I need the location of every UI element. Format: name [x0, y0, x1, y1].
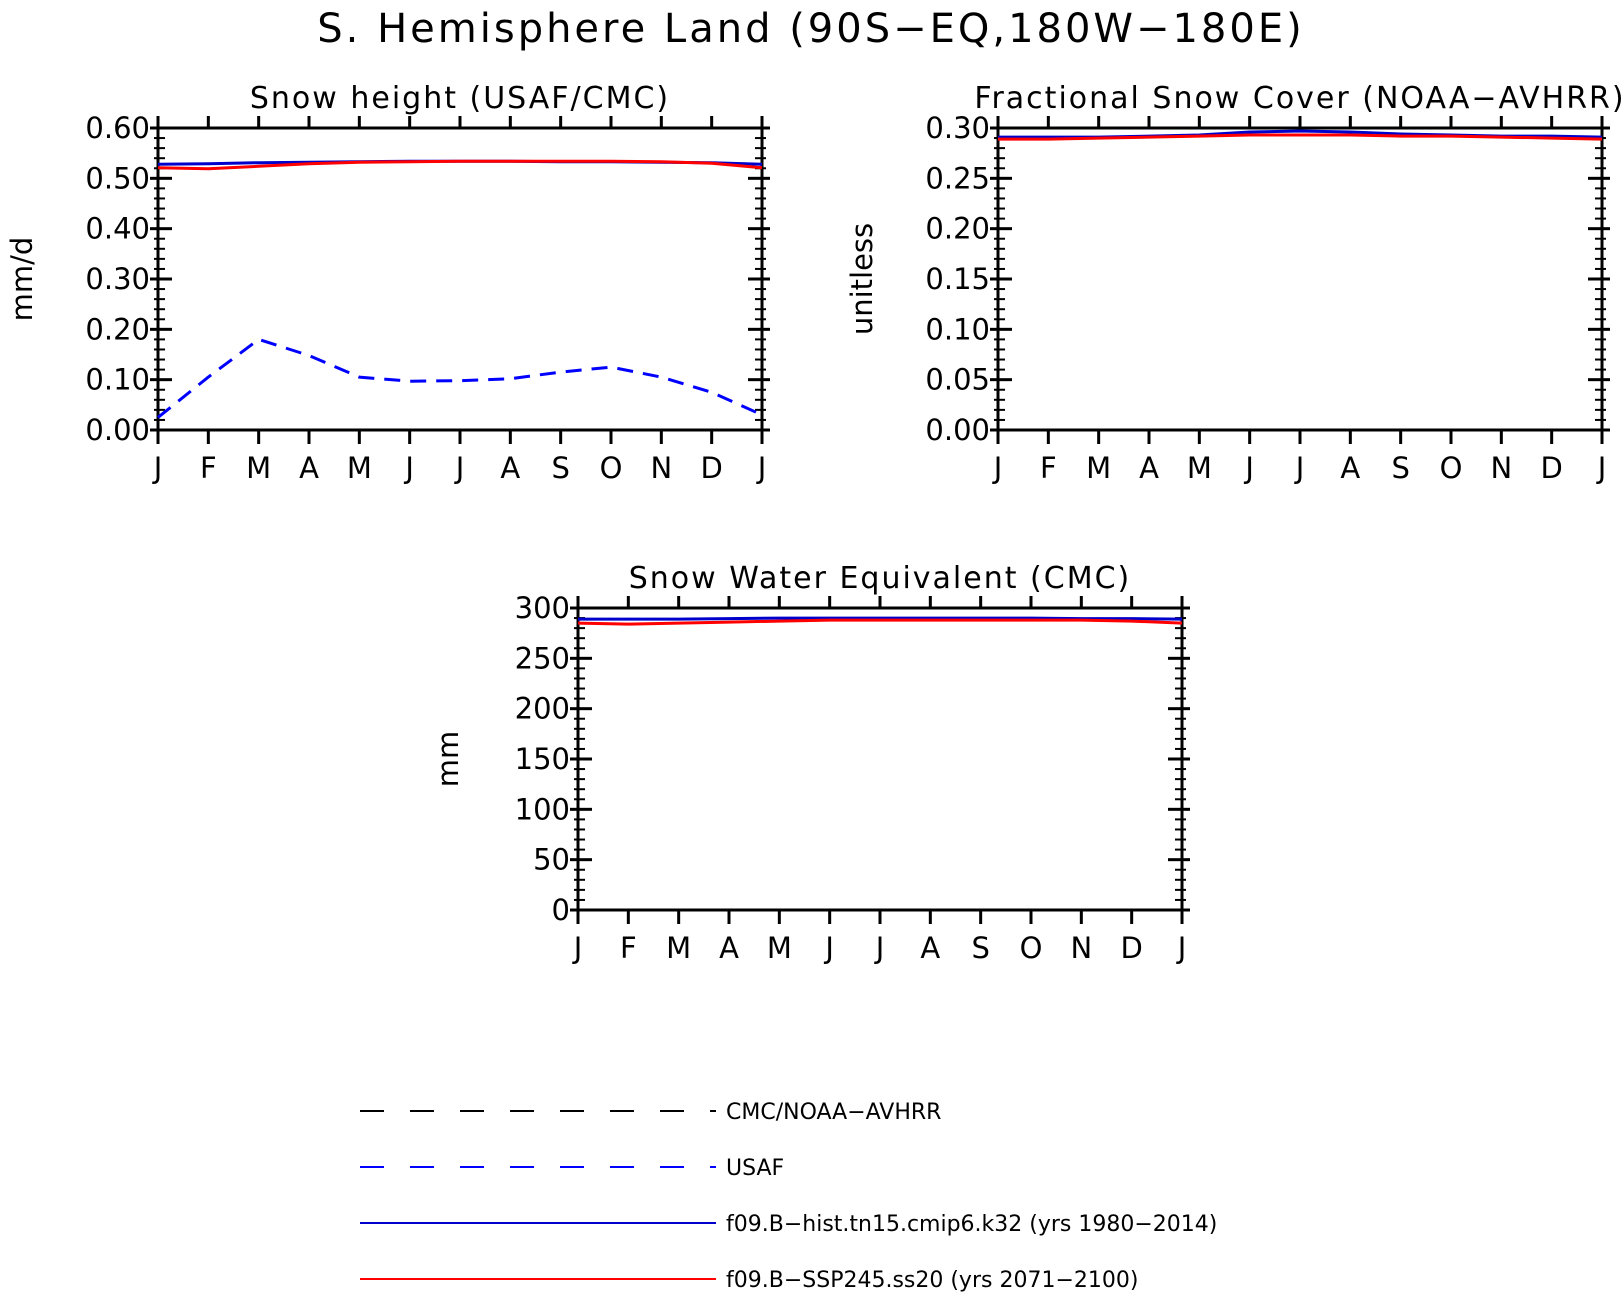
- y-tick-label: 0.40: [85, 212, 150, 246]
- series-line: [157, 159, 763, 171]
- x-tick-label: D: [1120, 931, 1142, 965]
- legend-label: USAF: [726, 1156, 784, 1181]
- x-tick-label: M: [767, 931, 792, 965]
- chart-fractional-snow-cover: Fractional Snow Cover (NOAA−AVHRR) unitle…: [845, 81, 1623, 485]
- y-tick-label: 0.60: [85, 111, 150, 145]
- y-tick-label: 0.05: [925, 363, 990, 397]
- y-tick-label: 0.00: [925, 413, 990, 447]
- y-tick-label: 300: [515, 591, 570, 625]
- legend: CMC/NOAA−AVHRR USAF f09.B−hist.tn15.cmip6.…: [360, 1100, 1217, 1293]
- y-tick-label: 250: [515, 641, 570, 675]
- series-line: [157, 337, 763, 419]
- legend-label: f09.B−hist.tn15.cmip6.k32 (yrs 1980−2014…: [726, 1212, 1217, 1237]
- series-line: [998, 133, 1603, 141]
- panel-title: Fractional Snow Cover (NOAA−AVHRR): [974, 81, 1623, 116]
- y-tick-label: 0.15: [925, 262, 990, 296]
- y-tick-label: 0.30: [925, 111, 990, 145]
- chart-snow-water-equivalent: Snow Water Equivalent (CMC) mm 0 50 100 150 20…: [431, 561, 1190, 965]
- y-tick-label: 0.50: [85, 161, 150, 195]
- x-tick-label: J: [1243, 451, 1254, 485]
- x-tick-label: J: [403, 451, 414, 485]
- y-axis-label: mm/d: [5, 237, 39, 322]
- series-line: [577, 618, 1183, 626]
- x-tick-label: S: [971, 931, 989, 965]
- y-tick-label: 0: [552, 893, 570, 927]
- x-tick-label: J: [992, 451, 1003, 485]
- x-tick-label: M: [1086, 451, 1111, 485]
- x-tick-label: S: [551, 451, 569, 485]
- y-tick-label: 0.30: [85, 262, 150, 296]
- x-tick-label: A: [500, 451, 520, 485]
- x-tick-label: M: [347, 451, 372, 485]
- y-axis-label: unitless: [845, 223, 879, 335]
- x-tick-label: J: [1294, 451, 1305, 485]
- y-axis-label: mm: [431, 731, 465, 788]
- x-tick-label: N: [1070, 931, 1092, 965]
- y-tick-label: 0.20: [925, 212, 990, 246]
- x-tick-label: A: [299, 451, 319, 485]
- y-tick-label: 200: [515, 692, 570, 726]
- y-tick-label: 150: [515, 742, 570, 776]
- plot-frame: [156, 126, 764, 432]
- x-tick-label: F: [1040, 451, 1057, 485]
- x-tick-label: O: [1020, 931, 1043, 965]
- y-tick-label: 0.00: [85, 413, 150, 447]
- chart-snow-height: Snow height (USAF/CMC) mm/d 0.00 0.10 0.20 0.…: [5, 81, 770, 485]
- legend-label: CMC/NOAA−AVHRR: [726, 1100, 941, 1125]
- x-tick-label: M: [246, 451, 271, 485]
- y-tick-label: 0.20: [85, 312, 150, 346]
- x-tick-label: N: [650, 451, 672, 485]
- x-tick-label: A: [719, 931, 739, 965]
- x-tick-label: J: [874, 931, 885, 965]
- x-tick-label: A: [920, 931, 940, 965]
- plot-frame: [996, 126, 1604, 432]
- y-tick-label: 0.10: [925, 312, 990, 346]
- x-tick-label: J: [823, 931, 834, 965]
- x-tick-label: D: [1540, 451, 1562, 485]
- y-tick-label: 50: [533, 843, 570, 877]
- x-tick-label: M: [1187, 451, 1212, 485]
- x-tick-label: O: [600, 451, 623, 485]
- panel-title: Snow height (USAF/CMC): [250, 81, 670, 116]
- x-tick-label: F: [200, 451, 217, 485]
- x-tick-label: J: [756, 451, 767, 485]
- x-tick-label: D: [700, 451, 722, 485]
- x-tick-label: F: [620, 931, 637, 965]
- x-tick-label: A: [1139, 451, 1159, 485]
- plot-frame: [576, 606, 1184, 912]
- figure-title: S. Hemisphere Land (90S−EQ,180W−180E): [317, 6, 1304, 52]
- x-tick-label: J: [152, 451, 163, 485]
- x-tick-label: J: [454, 451, 465, 485]
- y-tick-label: 100: [515, 792, 570, 826]
- x-tick-label: J: [572, 931, 583, 965]
- x-tick-label: S: [1391, 451, 1409, 485]
- x-tick-label: O: [1440, 451, 1463, 485]
- legend-label: f09.B−SSP245.ss20 (yrs 2071−2100): [726, 1268, 1138, 1293]
- x-tick-label: A: [1340, 451, 1360, 485]
- y-tick-label: 0.10: [85, 363, 150, 397]
- x-tick-label: M: [666, 931, 691, 965]
- y-tick-label: 0.25: [925, 161, 990, 195]
- x-tick-label: J: [1596, 451, 1607, 485]
- panel-title: Snow Water Equivalent (CMC): [629, 561, 1131, 596]
- x-tick-label: N: [1490, 451, 1512, 485]
- x-tick-label: J: [1176, 931, 1187, 965]
